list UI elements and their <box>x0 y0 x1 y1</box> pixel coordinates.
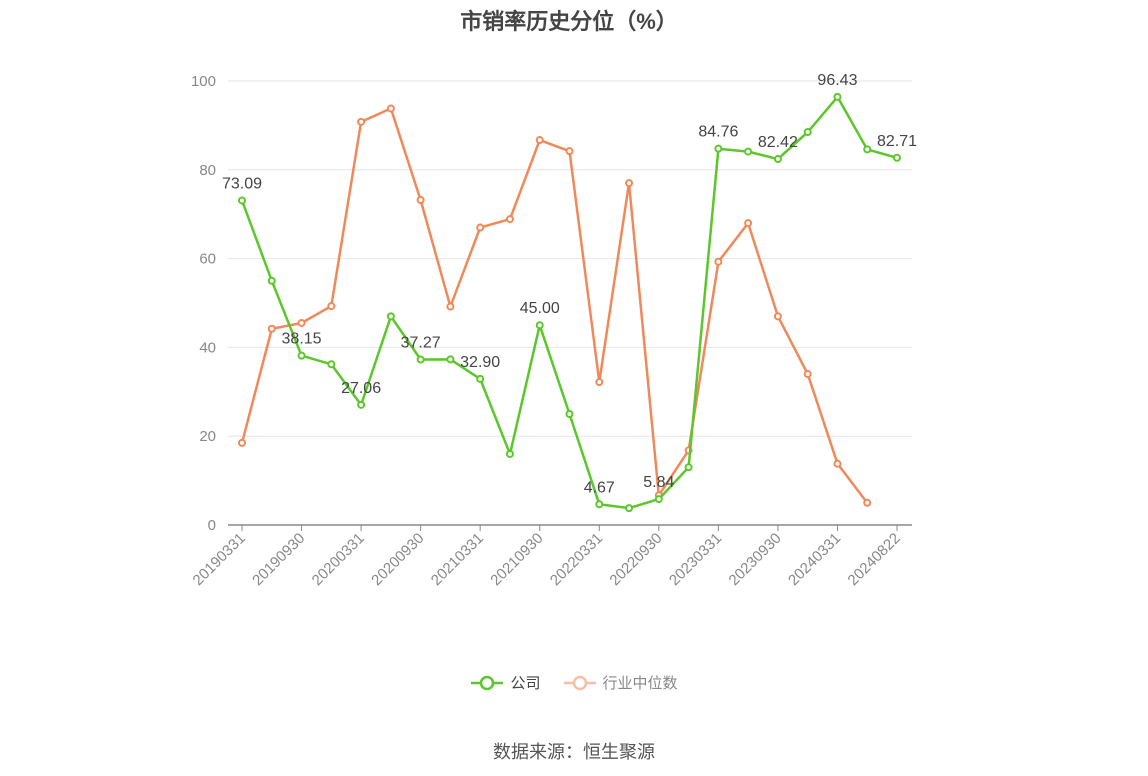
data-point[interactable] <box>803 370 812 379</box>
data-point[interactable] <box>833 92 842 101</box>
data-point[interactable] <box>386 104 395 113</box>
legend: 公司 行业中位数 <box>0 672 1148 693</box>
series-industry <box>238 104 872 507</box>
data-point[interactable] <box>476 223 485 232</box>
data-point[interactable] <box>744 219 753 228</box>
data-point[interactable] <box>446 302 455 311</box>
data-label: 82.42 <box>758 134 798 151</box>
y-tick-label: 80 <box>199 162 216 179</box>
x-tick-label: 20230331 <box>666 530 725 589</box>
data-point[interactable] <box>267 276 276 285</box>
chart-title: 市销率历史分位（%） <box>460 9 678 34</box>
legend-label-industry: 行业中位数 <box>602 675 678 692</box>
line-chart: 0 20 40 60 80 100 20190331 20190930 20200331 2020… <box>190 72 918 589</box>
y-tick-label: 0 <box>208 517 216 534</box>
data-label: 73.09 <box>222 175 262 192</box>
x-tick-label: 20220930 <box>606 530 665 589</box>
series <box>238 92 901 513</box>
legend-company-icon <box>471 675 504 690</box>
data-label: 96.43 <box>817 72 857 89</box>
series-line <box>240 107 869 504</box>
x-tick-label: 20210331 <box>428 530 487 589</box>
data-point[interactable] <box>625 179 634 188</box>
data-point[interactable] <box>863 145 872 154</box>
data-point[interactable] <box>773 312 782 321</box>
y-tick-label: 20 <box>199 428 216 445</box>
data-point[interactable] <box>714 144 723 153</box>
data-label: 38.15 <box>282 331 322 348</box>
x-tick-label: 20240331 <box>785 530 844 589</box>
x-tick-label: 20240822 <box>845 530 904 589</box>
data-point[interactable] <box>684 463 693 472</box>
data-point[interactable] <box>565 147 574 156</box>
data-label: 32.90 <box>460 354 500 371</box>
data-point[interactable] <box>505 449 514 458</box>
y-tick-label: 60 <box>199 251 216 268</box>
data-point[interactable] <box>327 360 336 369</box>
data-label: 4.67 <box>584 479 615 496</box>
data-point[interactable] <box>744 147 753 156</box>
legend-item-company[interactable]: 公司 <box>470 672 541 693</box>
data-point[interactable] <box>297 318 306 327</box>
x-tick-label: 20200331 <box>309 530 368 589</box>
data-label: 82.71 <box>877 133 917 150</box>
data-point[interactable] <box>893 153 901 162</box>
data-point[interactable] <box>327 302 336 311</box>
data-point[interactable] <box>625 504 634 513</box>
data-point[interactable] <box>357 400 366 409</box>
x-tick-label: 20210930 <box>487 530 546 589</box>
data-point[interactable] <box>595 500 604 509</box>
data-point[interactable] <box>386 312 395 321</box>
data-point[interactable] <box>535 321 544 330</box>
data-point[interactable] <box>238 438 246 447</box>
data-point[interactable] <box>505 215 514 224</box>
data-point[interactable] <box>803 128 812 137</box>
legend-industry-icon <box>563 675 596 690</box>
data-point[interactable] <box>297 351 306 360</box>
data-point[interactable] <box>416 355 425 364</box>
legend-item-industry[interactable]: 行业中位数 <box>563 672 678 693</box>
data-point[interactable] <box>357 117 366 126</box>
data-point[interactable] <box>446 355 455 364</box>
grid <box>228 80 912 437</box>
data-label: 37.27 <box>401 335 441 352</box>
y-tick-label: 40 <box>199 339 216 356</box>
data-point[interactable] <box>238 196 246 205</box>
x-tick-label: 20200930 <box>368 530 427 589</box>
data-label: 84.76 <box>698 124 738 141</box>
series-company <box>238 92 901 513</box>
legend-label-company: 公司 <box>510 675 541 692</box>
x-tick-label: 20230930 <box>726 530 785 589</box>
data-point[interactable] <box>267 324 276 333</box>
x-tick-label: 20190930 <box>249 530 308 589</box>
data-label: 45.00 <box>520 300 560 317</box>
data-labels: 73.09 38.15 27.06 37.27 32.90 45.00 4.67 5.84 84… <box>222 72 917 496</box>
data-point[interactable] <box>714 257 723 266</box>
data-label: 5.84 <box>643 474 674 491</box>
data-point[interactable] <box>565 410 574 418</box>
x-tick-label: 20190331 <box>190 530 249 589</box>
data-source: 数据来源：恒生聚源 <box>493 742 655 762</box>
data-point[interactable] <box>595 378 604 387</box>
data-point[interactable] <box>535 136 544 145</box>
data-point[interactable] <box>863 498 872 507</box>
y-tick-label: 100 <box>191 73 216 90</box>
x-tick-label: 20220331 <box>547 530 606 589</box>
data-point[interactable] <box>476 374 485 383</box>
data-point[interactable] <box>773 155 782 164</box>
data-point[interactable] <box>654 495 663 504</box>
data-point[interactable] <box>416 195 425 204</box>
data-label: 27.06 <box>341 380 381 397</box>
data-point[interactable] <box>833 459 842 468</box>
